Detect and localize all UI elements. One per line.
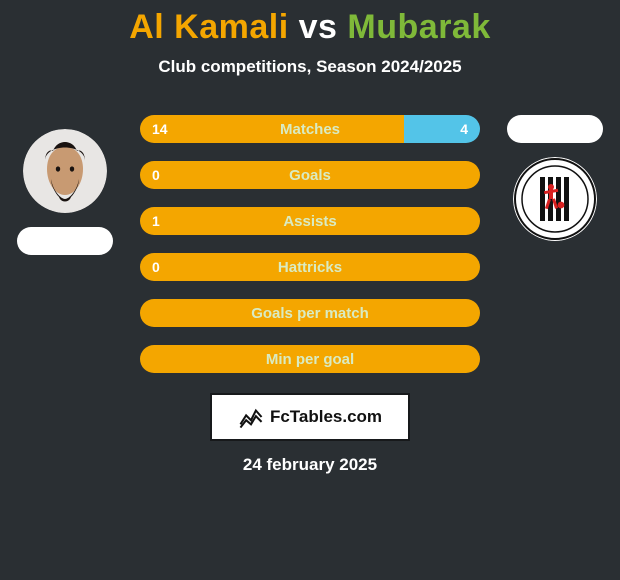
left-player-flag: [17, 227, 113, 255]
source-site: FcTables.com: [270, 407, 382, 427]
source-badge: FcTables.com: [210, 393, 410, 441]
stat-bar: Min per goal: [140, 345, 480, 373]
stat-bar: Goals per match: [140, 299, 480, 327]
stat-value-left: 14: [152, 121, 168, 137]
season-subtitle: Club competitions, Season 2024/2025: [0, 57, 620, 77]
comparison-content: Matches144Goals0Assists1Hattricks0Goals …: [0, 115, 620, 373]
stat-bar: Hattricks0: [140, 253, 480, 281]
stat-bar: Goals0: [140, 161, 480, 189]
left-player-column: [10, 115, 120, 255]
stat-label: Assists: [140, 213, 480, 230]
title-player2: Mubarak: [347, 8, 490, 46]
title-player1: Al Kamali: [129, 8, 288, 46]
stat-label: Min per goal: [140, 351, 480, 368]
comparison-title: Al Kamali vs Mubarak: [0, 0, 620, 47]
stat-label: Goals: [140, 167, 480, 184]
left-player-avatar: [23, 129, 107, 213]
stat-value-left: 0: [152, 259, 160, 275]
stat-bars: Matches144Goals0Assists1Hattricks0Goals …: [140, 115, 480, 373]
stat-label: Hattricks: [140, 259, 480, 276]
right-player-column: [500, 115, 610, 241]
stat-label: Matches: [140, 121, 480, 138]
snapshot-date: 24 february 2025: [0, 455, 620, 475]
stat-value-left: 0: [152, 167, 160, 183]
right-player-flag: [507, 115, 603, 143]
chart-icon: [238, 404, 264, 430]
stat-label: Goals per match: [140, 305, 480, 322]
right-player-badge: [513, 157, 597, 241]
title-vs: vs: [299, 8, 338, 46]
stat-value-right: 4: [460, 121, 468, 137]
stat-bar: Assists1: [140, 207, 480, 235]
stat-value-left: 1: [152, 213, 160, 229]
stat-bar: Matches14 4: [140, 115, 480, 143]
